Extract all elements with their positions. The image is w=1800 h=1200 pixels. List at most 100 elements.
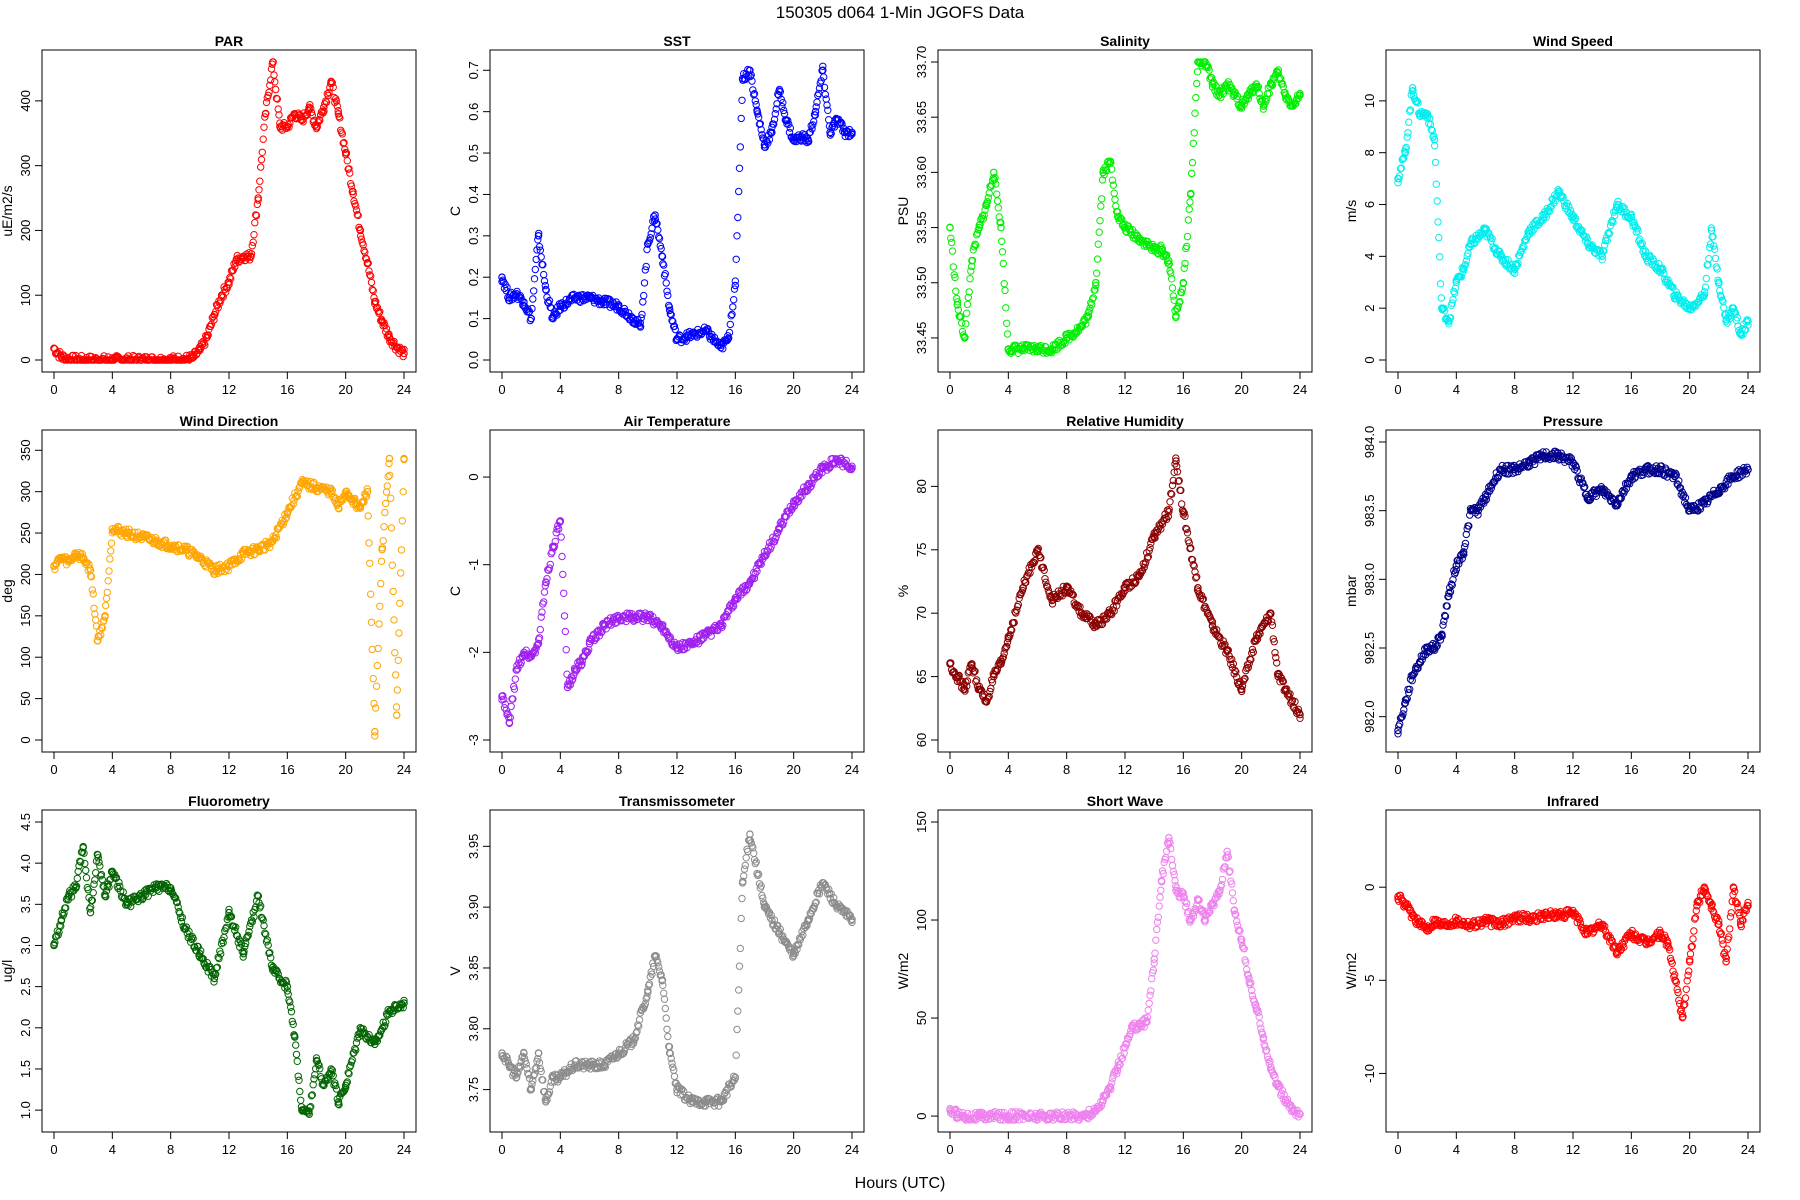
wind-direction-point [392, 671, 400, 679]
air-temperature-data-point [687, 639, 696, 648]
sst-data-point [789, 136, 798, 145]
pressure-xtick-label: 12 [1566, 762, 1580, 777]
wind-direction-ytick-label: 350 [18, 439, 33, 461]
sst-point [805, 129, 814, 137]
salinity-point [1274, 66, 1283, 74]
short-wave-ylabel: W/m2 [895, 953, 911, 990]
salinity-point [1002, 304, 1010, 312]
salinity-point [1110, 189, 1118, 197]
air-temperature-data-point [600, 622, 608, 630]
wind-direction-point [398, 517, 406, 525]
salinity-point [1244, 95, 1253, 103]
par-point [256, 177, 264, 185]
sst-point [537, 253, 545, 261]
wind-speed-data-point [1707, 226, 1716, 235]
air-temperature-point [543, 575, 551, 583]
salinity-point [966, 275, 974, 283]
sst-ytick-label: 0.2 [466, 268, 481, 286]
sst-point [637, 314, 645, 322]
wind-direction-data-point [254, 545, 263, 554]
sst-point [835, 120, 844, 128]
wind-speed-point [1496, 247, 1504, 255]
sst-point [811, 111, 819, 119]
par-point [217, 297, 225, 305]
sst-point [757, 126, 765, 134]
salinity-point [1193, 79, 1201, 88]
wind-speed-xtick-label: 16 [1624, 382, 1638, 397]
sst-point [641, 266, 649, 274]
salinity-data-point [1267, 80, 1275, 88]
par-point [334, 107, 342, 115]
salinity-ytick-label: 33.65 [914, 101, 929, 134]
sst-data-point [782, 116, 791, 124]
sst-data-point [665, 306, 674, 315]
air-temperature-data-point [571, 666, 579, 674]
par-point [257, 155, 266, 164]
par-ytick-label: 300 [18, 155, 33, 177]
wind-speed-point [1462, 257, 1471, 265]
salinity-point [1190, 129, 1198, 137]
sst-point [751, 97, 759, 105]
wind-speed-data-point [1613, 200, 1621, 209]
sst-point [576, 298, 584, 306]
salinity-point [1089, 294, 1098, 302]
wind-direction-data-point [152, 537, 160, 546]
sst-point [824, 106, 832, 115]
wind-direction-point [368, 645, 376, 654]
sst-point [815, 84, 824, 92]
wind-direction-data-point [101, 611, 109, 620]
wind-direction-point [293, 492, 301, 501]
sst-data-point [818, 66, 827, 75]
sst-point [733, 232, 741, 240]
sst-data-point [738, 74, 747, 83]
air-temperature-point [813, 473, 821, 481]
fluorometry-xtick-label: 16 [280, 1142, 294, 1157]
sst-point [646, 234, 654, 242]
par-point [262, 98, 271, 107]
salinity-point [967, 267, 975, 275]
wind-direction-point [382, 488, 391, 496]
relative-humidity-point [963, 677, 972, 685]
wind-speed-data-point [1700, 291, 1709, 300]
sst-point [809, 121, 817, 129]
salinity-point [1093, 269, 1101, 277]
sst-point [726, 320, 734, 329]
salinity-point [994, 204, 1002, 212]
relative-humidity-ytick-label: 70 [914, 606, 929, 620]
wind-speed-point [1451, 289, 1459, 297]
pressure-xtick-label: 20 [1682, 762, 1696, 777]
sst-point [838, 120, 846, 128]
air-temperature-plot-frame [489, 429, 865, 753]
par-data-point [312, 123, 321, 131]
salinity-data-point [989, 168, 998, 177]
par-data-point [217, 291, 226, 300]
sst-point [731, 277, 739, 285]
sst-point [775, 91, 783, 99]
par-point [345, 165, 353, 173]
wind-direction-data-point [94, 636, 102, 645]
par-point [271, 78, 279, 86]
transmissometer-ytick-label: 3.90 [466, 894, 481, 919]
wind-direction-data-point [334, 504, 343, 513]
wind-direction-plot-frame [41, 429, 417, 753]
sst-point [660, 261, 668, 269]
salinity-data-point [1004, 345, 1013, 353]
par-point [320, 107, 328, 115]
salinity-point [949, 263, 957, 271]
par-data-point [181, 355, 190, 364]
air-temperature-point [537, 613, 545, 621]
relative-humidity-xtick-label: 4 [1005, 762, 1012, 777]
salinity-point [979, 215, 987, 223]
wind-direction-points [50, 454, 408, 740]
par-data-point [298, 116, 306, 125]
wind-direction-ytick-label: 200 [18, 564, 33, 586]
par-data-point [283, 123, 292, 131]
air-temperature-point [578, 660, 586, 669]
air-temperature-data-point [760, 552, 769, 560]
sst-data-point [549, 314, 557, 323]
par-point [375, 309, 383, 317]
fluorometry-point [82, 866, 90, 875]
wind-speed-point [1435, 233, 1443, 242]
sst-point [748, 77, 756, 85]
par-data-point [392, 343, 401, 351]
